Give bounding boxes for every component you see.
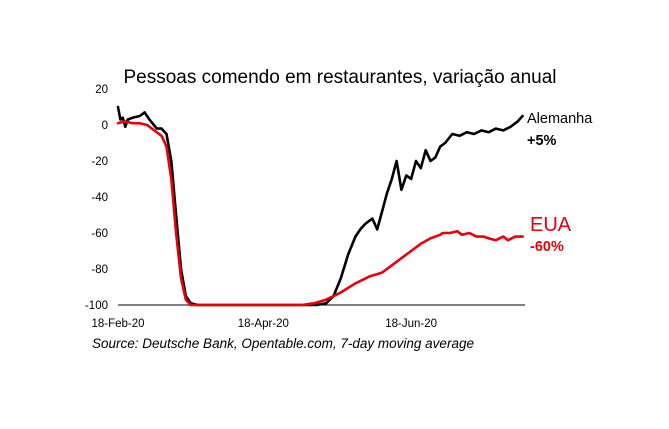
series-annotation-alemanha: +5% xyxy=(527,133,557,149)
y-tick-label: -60 xyxy=(91,228,108,240)
series-lines xyxy=(116,105,524,307)
y-tick-label: 20 xyxy=(95,84,108,96)
series-label-eua: EUA xyxy=(530,214,572,236)
y-tick-label: -20 xyxy=(91,156,108,168)
series-label-alemanha: Alemanha xyxy=(527,111,593,127)
series-line-alemanha xyxy=(116,105,524,307)
chart-source-note: Source: Deutsche Bank, Opentable.com, 7-… xyxy=(92,336,474,351)
x-tick-label: 18-Apr-20 xyxy=(238,318,289,330)
y-tick-label: -100 xyxy=(85,300,108,312)
chart-background xyxy=(74,60,611,353)
y-tick-label: -80 xyxy=(91,264,108,276)
x-tick-label: 18-Feb-20 xyxy=(91,318,144,330)
y-tick-label: -40 xyxy=(91,192,108,204)
x-tick-label: 18-Jun-20 xyxy=(385,318,437,330)
x-tick-labels: 18-Feb-20 18-Apr-20 18-Jun-20 xyxy=(91,318,437,330)
series-line-eua xyxy=(116,120,524,307)
series-annotation-eua: -60% xyxy=(530,239,564,255)
series-labels: Alemanha +5% EUA -60% xyxy=(527,111,593,255)
y-tick-label: 0 xyxy=(102,120,108,132)
y-tick-labels: 20 0 -20 -40 -60 -80 -100 xyxy=(85,84,108,312)
chart-title: Pessoas comendo em restaurantes, variaçã… xyxy=(123,67,556,88)
